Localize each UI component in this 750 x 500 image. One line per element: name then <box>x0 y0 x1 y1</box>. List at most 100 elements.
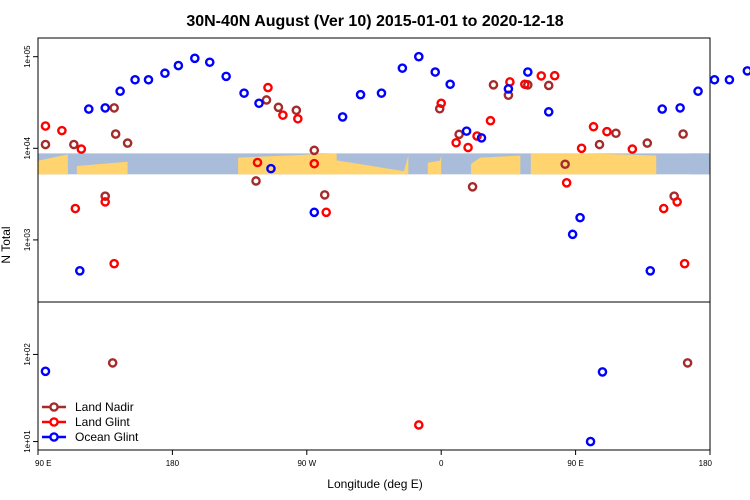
ocean-glint-point-11 <box>239 88 249 98</box>
land-glint-legend-label: Land Glint <box>75 415 130 429</box>
ocean-glint-point-5 <box>143 74 154 85</box>
lower-panel-frame <box>37 301 711 451</box>
ocean-glint-point-15 <box>337 112 348 122</box>
land-nadir-point-4 <box>109 103 119 113</box>
lower-y-tick-label-0: 1e+01 <box>23 430 32 453</box>
land-nadir-point-8 <box>273 102 284 113</box>
land-glint-point-6 <box>252 157 263 168</box>
upper-y-tick-label-2: 1e+05 <box>23 45 32 68</box>
ocean-glint-point-34 <box>724 74 735 85</box>
land-glint-point-18 <box>520 79 530 90</box>
ocean-glint-point-17 <box>376 88 387 98</box>
land-glint-point-23 <box>588 121 599 132</box>
x-tick-label-2: 90 W <box>297 459 316 468</box>
ocean-glint-point-16 <box>355 89 366 100</box>
ocean-glint-point-31 <box>675 103 685 113</box>
ocean-glint-point-20 <box>430 67 441 77</box>
ocean-glint-point-14 <box>309 207 320 218</box>
x-tick-label-5: 180 <box>699 459 713 468</box>
land-glint-point-4 <box>100 197 110 207</box>
ocean-glint-lower-point-2 <box>597 367 608 377</box>
axis-ticks: 90 E 180 90 W 0 90 E 180 1e+03 1e+04 1e+05 1e+01 1… <box>23 45 713 468</box>
ocean-glint-point-26 <box>543 107 554 117</box>
land-glint-point-24 <box>602 126 612 137</box>
land-glint-point-11 <box>321 207 332 218</box>
land-nadir-point-11 <box>319 190 330 200</box>
land-glint-legend-marker <box>49 417 59 427</box>
land-nadir-point-19 <box>560 159 570 170</box>
land-glint-point-19 <box>536 71 547 81</box>
ocean-glint-point-0 <box>75 266 85 276</box>
land-nadir-point-10 <box>309 145 320 156</box>
ocean-glint-lower-point-1 <box>585 436 596 447</box>
land-glint-point-26 <box>658 203 669 214</box>
ocean-glint-lower-point-0 <box>40 366 51 377</box>
ocean-glint-point-25 <box>523 67 533 77</box>
ocean-glint-point-1 <box>83 104 94 114</box>
land-nadir-point-5 <box>122 138 133 148</box>
ocean-glint-point-33 <box>709 74 720 85</box>
plot-frames <box>37 37 711 451</box>
ocean-glint-point-4 <box>130 74 140 85</box>
ocean-glint-legend-label: Ocean Glint <box>75 430 139 444</box>
land-glint-point-9 <box>293 113 303 124</box>
land-nadir-point-9 <box>291 105 302 116</box>
ocean-glint-point-8 <box>189 53 200 64</box>
land-nadir-point-20 <box>594 139 605 150</box>
ocean-glint-point-9 <box>204 57 215 68</box>
ocean-glint-point-22 <box>461 126 472 136</box>
ocean-glint-point-7 <box>173 60 184 71</box>
ocean-glint-point-32 <box>693 86 703 97</box>
map-land-3 <box>332 155 409 175</box>
ocean-glint-point-27 <box>567 229 578 240</box>
ocean-glint-point-29 <box>645 266 656 276</box>
ocean-glint-point-30 <box>657 104 668 114</box>
upper-y-tick-label-0: 1e+03 <box>23 228 32 251</box>
land-nadir-point-6 <box>251 176 261 186</box>
land-nadir-point-2 <box>100 191 110 202</box>
land-nadir-point-1 <box>69 139 79 150</box>
land-glint-point-0 <box>40 121 51 131</box>
land-glint-point-28 <box>679 258 690 269</box>
data-points <box>40 51 750 447</box>
land-glint-point-7 <box>263 82 273 93</box>
map-ocean-east <box>690 153 710 175</box>
land-glint-point-15 <box>472 131 482 141</box>
land-glint-point-21 <box>561 178 572 188</box>
ocean-glint-point-18 <box>397 63 408 73</box>
ocean-glint-point-28 <box>575 212 585 223</box>
land-glint-point-20 <box>549 70 560 81</box>
land-glint-point-12 <box>436 98 447 109</box>
land-glint-point-8 <box>278 110 288 120</box>
ocean-glint-point-3 <box>115 86 125 97</box>
map-land-2 <box>238 153 337 175</box>
map-land-5 <box>471 155 521 175</box>
land-glint-point-2 <box>70 203 81 214</box>
map-land-6 <box>530 153 657 175</box>
ocean-glint-point-10 <box>221 71 231 82</box>
land-nadir-lower-point-1 <box>682 358 693 368</box>
land-nadir-point-12 <box>434 103 445 114</box>
land-nadir-point-15 <box>488 80 499 90</box>
x-tick-label-0: 90 E <box>35 459 51 468</box>
land-glint-lower-point-0 <box>413 420 424 430</box>
ocean-glint-point-19 <box>413 51 424 62</box>
ocean-glint-point-23 <box>476 133 487 143</box>
upper-y-tick-label-1: 1e+04 <box>23 137 32 160</box>
land-glint-point-14 <box>463 142 473 153</box>
ocean-glint-point-2 <box>100 103 110 113</box>
map-land-west <box>38 161 50 175</box>
lower-y-tick-label-1: 1e+02 <box>23 343 32 366</box>
map-land-1 <box>76 161 128 175</box>
x-axis-label: Longitude (deg E) <box>327 477 422 491</box>
x-tick-label-1: 180 <box>166 459 180 468</box>
land-nadir-point-21 <box>611 128 621 139</box>
x-tick-label-3: 0 <box>439 459 444 468</box>
land-nadir-point-13 <box>454 129 464 140</box>
map-land-4 <box>427 155 442 175</box>
ocean-glint-point-24 <box>503 84 514 94</box>
chart-title: 30N-40N August (Ver 10) 2015-01-01 to 20… <box>186 13 563 30</box>
land-nadir-point-0 <box>40 139 51 150</box>
